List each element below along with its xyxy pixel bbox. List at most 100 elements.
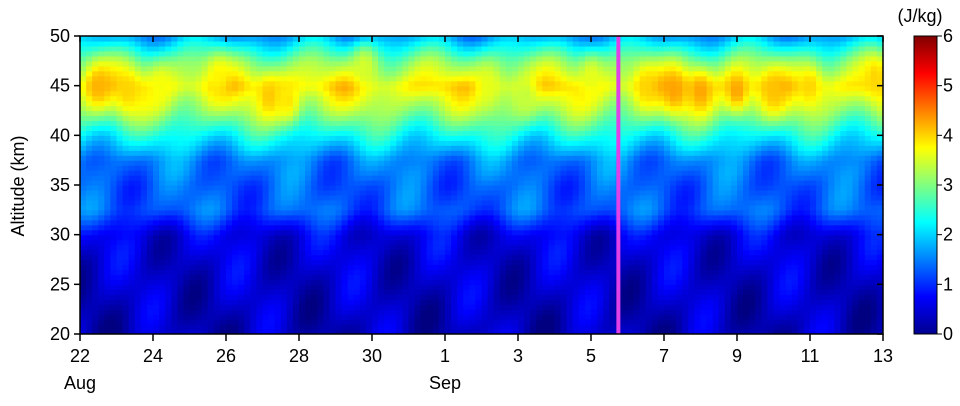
heat-cell xyxy=(262,324,270,330)
heat-cell xyxy=(305,304,312,310)
heat-cell xyxy=(335,75,343,82)
heat-cell xyxy=(463,125,470,131)
heat-cell xyxy=(183,284,191,290)
heat-cell xyxy=(578,105,586,112)
heat-cell xyxy=(311,140,318,146)
heat-cell xyxy=(426,170,434,176)
heat-cell xyxy=(347,185,355,191)
heat-cell xyxy=(335,269,343,275)
heat-cell xyxy=(372,304,379,310)
heat-cell xyxy=(238,55,245,62)
heat-cell xyxy=(292,60,300,67)
heat-cell xyxy=(116,204,124,211)
heat-cell xyxy=(86,194,93,201)
heat-cell xyxy=(426,55,434,62)
heat-cell xyxy=(280,304,288,310)
heat-cell xyxy=(292,309,300,315)
heat-cell xyxy=(524,55,531,62)
heat-cell xyxy=(171,254,178,261)
heat-cell xyxy=(475,170,483,176)
heat-cell xyxy=(451,170,458,176)
heat-cell xyxy=(566,70,574,77)
heat-cell xyxy=(329,224,337,231)
heat-cell xyxy=(159,249,166,256)
heat-cell xyxy=(244,80,251,87)
heat-cell xyxy=(341,160,349,166)
heat-cell xyxy=(165,180,172,186)
heat-cell xyxy=(262,80,270,87)
heat-cell xyxy=(92,234,99,241)
heat-cell xyxy=(359,50,367,57)
heat-cell xyxy=(286,145,294,151)
heat-cell xyxy=(232,165,239,171)
heat-cell xyxy=(457,304,464,310)
heat-cell xyxy=(572,249,580,256)
heat-cell xyxy=(171,324,178,330)
heat-cell xyxy=(432,185,440,191)
heat-cell xyxy=(463,55,470,62)
heat-cell xyxy=(219,304,227,310)
heat-cell xyxy=(445,199,452,206)
heat-cell xyxy=(469,244,477,251)
heat-cell xyxy=(128,194,136,201)
heat-cell xyxy=(292,150,300,156)
heat-cell xyxy=(524,329,531,334)
heat-cell xyxy=(274,45,282,52)
heat-cell xyxy=(438,314,446,320)
heat-cell xyxy=(207,209,215,216)
heat-cell xyxy=(499,70,507,77)
heat-cell xyxy=(420,329,428,334)
heat-cell xyxy=(438,284,446,290)
heat-cell xyxy=(372,85,379,92)
heat-cell xyxy=(128,239,136,246)
heat-cell xyxy=(524,244,531,251)
heat-cell xyxy=(244,269,251,275)
heat-cell xyxy=(286,45,294,52)
heat-cell xyxy=(493,155,501,161)
heat-cell xyxy=(134,274,142,280)
heat-cell xyxy=(408,314,416,320)
heat-cell xyxy=(536,55,543,62)
heat-cell xyxy=(493,204,501,211)
heat-cell xyxy=(232,105,239,112)
heat-cell xyxy=(195,299,203,305)
heat-cell xyxy=(153,180,160,186)
heat-cell xyxy=(390,180,397,186)
heat-cell xyxy=(572,70,580,77)
heat-cell xyxy=(329,185,337,191)
heat-cell xyxy=(280,45,288,52)
heat-cell xyxy=(165,150,172,156)
heat-cell xyxy=(420,55,428,62)
heat-cell xyxy=(238,160,245,166)
heat-cell xyxy=(475,234,483,241)
heat-cell xyxy=(171,175,178,181)
heat-cell xyxy=(201,185,209,191)
heat-cell xyxy=(438,155,446,161)
heat-cell xyxy=(396,145,404,151)
heat-cell xyxy=(219,309,227,315)
heat-cell xyxy=(146,120,154,126)
heat-cell xyxy=(524,234,531,241)
heat-cell xyxy=(189,125,197,131)
heat-cell xyxy=(146,180,154,186)
heat-cell xyxy=(311,214,318,221)
heat-cell xyxy=(408,90,416,97)
heat-cell xyxy=(329,304,337,310)
heat-cell xyxy=(384,36,391,42)
heat-cell xyxy=(250,185,258,191)
heat-cell xyxy=(432,165,440,171)
heat-cell xyxy=(286,234,294,241)
heat-cell xyxy=(493,175,501,181)
heat-cell xyxy=(250,36,258,42)
heat-cell xyxy=(408,229,416,236)
heat-cell xyxy=(140,90,148,97)
heat-cell xyxy=(311,165,318,171)
heat-cell xyxy=(110,85,118,92)
heat-cell xyxy=(226,239,233,246)
heat-cell xyxy=(511,274,519,280)
heat-cell xyxy=(134,90,142,97)
heat-cell xyxy=(353,80,361,87)
heat-cell xyxy=(128,95,136,102)
heat-cell xyxy=(226,130,233,136)
heat-cell xyxy=(365,269,373,275)
